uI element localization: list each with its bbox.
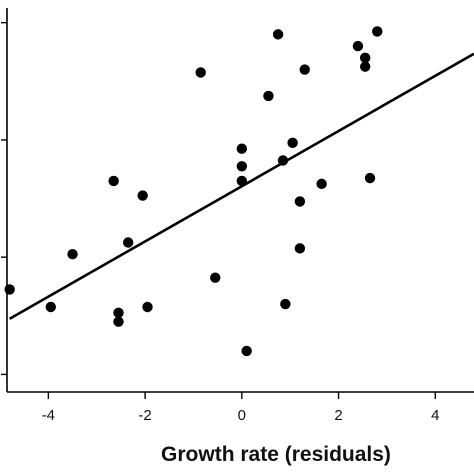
data-points xyxy=(4,26,383,357)
ticks xyxy=(1,21,437,399)
data-point xyxy=(299,64,310,75)
axes xyxy=(6,8,474,393)
data-point xyxy=(195,67,206,78)
data-point xyxy=(263,90,274,102)
x-tick-label: 0 xyxy=(238,407,246,424)
regression-line xyxy=(9,52,474,320)
data-point xyxy=(277,155,289,166)
data-point xyxy=(272,29,284,40)
x-tick-labels: -4 -2 0 2 4 xyxy=(42,407,440,424)
data-point xyxy=(287,137,298,149)
x-tick-label: -4 xyxy=(42,407,55,424)
data-point xyxy=(359,52,371,64)
data-point xyxy=(108,175,119,187)
data-point xyxy=(113,316,124,327)
data-point xyxy=(113,307,124,319)
data-point xyxy=(372,26,383,37)
data-point xyxy=(236,175,248,187)
data-point xyxy=(359,61,371,72)
data-point xyxy=(316,178,327,190)
data-point xyxy=(4,284,15,295)
x-axis-title: Growth rate (residuals) xyxy=(161,443,391,466)
x-tick-label: 4 xyxy=(431,407,439,424)
data-point xyxy=(137,190,148,201)
x-tick-label: -2 xyxy=(138,407,151,424)
data-point xyxy=(352,40,364,52)
data-point xyxy=(364,172,376,184)
data-point xyxy=(45,301,56,313)
data-point xyxy=(122,237,134,248)
data-point xyxy=(236,161,248,172)
data-point xyxy=(294,196,306,207)
data-point xyxy=(236,143,248,154)
data-point xyxy=(210,272,221,283)
data-point xyxy=(294,243,306,254)
data-point xyxy=(142,301,153,313)
data-point xyxy=(280,298,291,310)
x-tick-label: 2 xyxy=(334,407,342,424)
data-point xyxy=(241,345,252,357)
data-point xyxy=(67,249,78,260)
